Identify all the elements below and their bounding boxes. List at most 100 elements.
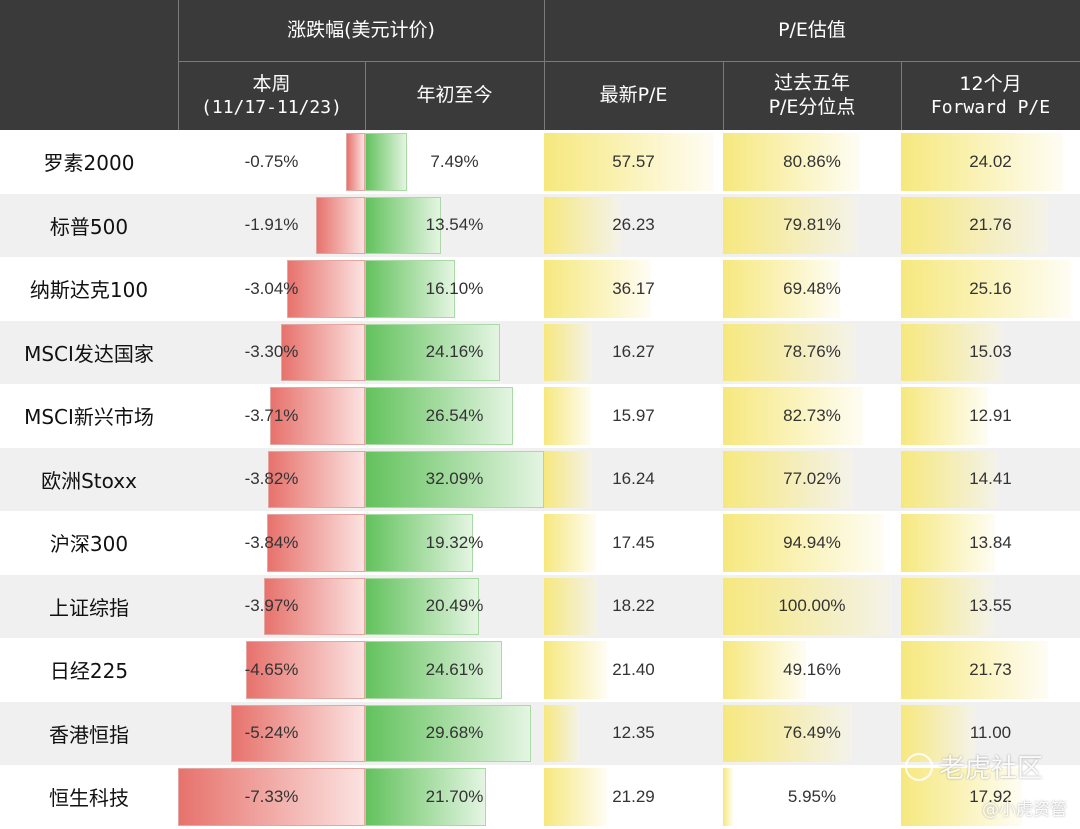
value-ytd: 29.68% <box>425 723 484 743</box>
value-week: -7.33% <box>244 786 299 806</box>
bar-pct <box>723 768 734 826</box>
value-ytd: 16.10% <box>425 278 484 298</box>
col-header-week-line2: (11/17-11/23) <box>201 96 342 118</box>
cell-pe: 36.17 <box>544 257 723 321</box>
cell-week: -3.97% <box>178 575 365 639</box>
row-label: MSCI新兴市场 <box>24 405 154 430</box>
col-header-week: 本周 (11/17-11/23) <box>178 62 365 130</box>
cell-ytd: 26.54% <box>365 384 544 448</box>
value-pe: 17.45 <box>612 532 655 552</box>
col-header-percentile-line1: 过去五年 <box>773 72 850 95</box>
bar-ytd <box>365 387 514 445</box>
value-fwd: 13.55 <box>969 596 1012 616</box>
cell-ytd: 19.32% <box>365 511 544 575</box>
row-label: 日经225 <box>49 659 129 684</box>
col-header-ytd-label: 年初至今 <box>416 84 493 107</box>
cell-pe: 15.97 <box>544 384 723 448</box>
bar-pe <box>544 514 596 572</box>
row-label: 欧洲Stoxx <box>41 468 137 493</box>
bar-fwd <box>901 323 1003 381</box>
value-ytd: 32.09% <box>425 469 484 489</box>
value-pct: 82.73% <box>783 405 841 425</box>
bar-ytd <box>365 450 544 508</box>
header-vline-2 <box>544 0 545 130</box>
value-pe: 15.97 <box>612 405 655 425</box>
bar-ytd <box>365 768 487 826</box>
col-header-forward: 12个月 Forward P/E <box>901 62 1080 130</box>
bar-ytd <box>365 323 500 381</box>
table-row: 香港恒指 -5.24% 29.68% 12.35 76.49% 11.00 <box>0 701 1080 766</box>
cell-pe: 17.45 <box>544 511 723 575</box>
cell-ytd: 16.10% <box>365 257 544 321</box>
row-label: 纳斯达克100 <box>29 278 149 303</box>
value-fwd: 17.92 <box>969 786 1012 806</box>
header-divider <box>178 61 1080 62</box>
bar-pct <box>723 133 860 191</box>
cell-ytd: 29.68% <box>365 702 544 766</box>
table-row: MSCI发达国家 -3.30% 24.16% 16.27 78.76% 15.03 <box>0 320 1080 385</box>
value-pct: 5.95% <box>787 786 837 806</box>
cell-week: -1.91% <box>178 194 365 258</box>
value-pe: 16.24 <box>612 469 655 489</box>
value-pe: 26.23 <box>612 215 655 235</box>
bar-week <box>280 323 365 381</box>
bar-fwd <box>901 450 999 508</box>
value-week: -3.04% <box>244 278 299 298</box>
watermark-account: @小虎资管 <box>982 800 1067 820</box>
cell-ytd: 21.70% <box>365 765 544 829</box>
value-fwd: 13.84 <box>969 532 1012 552</box>
bar-ytd <box>365 577 480 635</box>
value-ytd: 21.70% <box>425 786 484 806</box>
cell-fwd: 24.02 <box>901 130 1080 194</box>
value-week: -5.24% <box>244 723 299 743</box>
bar-pe <box>544 387 592 445</box>
table-row: 标普500 -1.91% 13.54% 26.23 79.81% 21.76 <box>0 193 1080 258</box>
value-pe: 36.17 <box>612 278 655 298</box>
row-label: 沪深300 <box>49 532 129 557</box>
group-header-pe: P/E估值 <box>544 0 1080 61</box>
value-fwd: 12.91 <box>969 405 1012 425</box>
bar-pe <box>544 260 651 318</box>
bar-week <box>246 641 365 699</box>
bar-pct <box>723 387 863 445</box>
cell-pct: 77.02% <box>723 448 901 512</box>
value-week: -0.75% <box>244 151 299 171</box>
value-week: -3.84% <box>244 532 299 552</box>
bar-fwd <box>901 387 989 445</box>
value-pct: 94.94% <box>783 532 841 552</box>
watermark-brand: 老虎社区 <box>905 748 1043 785</box>
cell-fwd: 21.73 <box>901 638 1080 702</box>
cell-pe: 21.29 <box>544 765 723 829</box>
value-pe: 57.57 <box>612 151 655 171</box>
cell-pct: 78.76% <box>723 321 901 385</box>
cell-pct: 80.86% <box>723 130 901 194</box>
value-pe: 16.27 <box>612 342 655 362</box>
cell-ytd: 24.61% <box>365 638 544 702</box>
bar-week <box>263 577 365 635</box>
value-ytd: 7.49% <box>430 151 479 171</box>
cell-week: -3.82% <box>178 448 365 512</box>
value-fwd: 25.16 <box>969 278 1012 298</box>
value-week: -3.97% <box>244 596 299 616</box>
value-pct: 76.49% <box>783 723 841 743</box>
value-ytd: 13.54% <box>425 215 484 235</box>
cell-pct: 5.95% <box>723 765 901 829</box>
table-row: 沪深300 -3.84% 19.32% 17.45 94.94% 13.84 <box>0 511 1080 575</box>
cell-pct: 100.00% <box>723 575 901 639</box>
table-row: 欧洲Stoxx -3.82% 32.09% 16.24 77.02% 14.41 <box>0 447 1080 512</box>
cell-pe: 26.23 <box>544 194 723 258</box>
row-label: 罗素2000 <box>43 151 135 176</box>
bar-pe <box>544 323 593 381</box>
cell-fwd: 14.41 <box>901 448 1080 512</box>
group-header-change-label: 涨跌幅(美元计价) <box>287 18 435 41</box>
cell-week: -3.04% <box>178 257 365 321</box>
group-header-pe-label: P/E估值 <box>778 18 846 41</box>
bar-fwd <box>901 133 1064 191</box>
cell-pe: 18.22 <box>544 575 723 639</box>
value-week: -1.91% <box>244 215 299 235</box>
bar-ytd <box>365 514 473 572</box>
bar-pct <box>723 323 857 381</box>
bar-pe <box>544 450 592 508</box>
cell-fwd: 13.84 <box>901 511 1080 575</box>
bar-week <box>267 514 365 572</box>
